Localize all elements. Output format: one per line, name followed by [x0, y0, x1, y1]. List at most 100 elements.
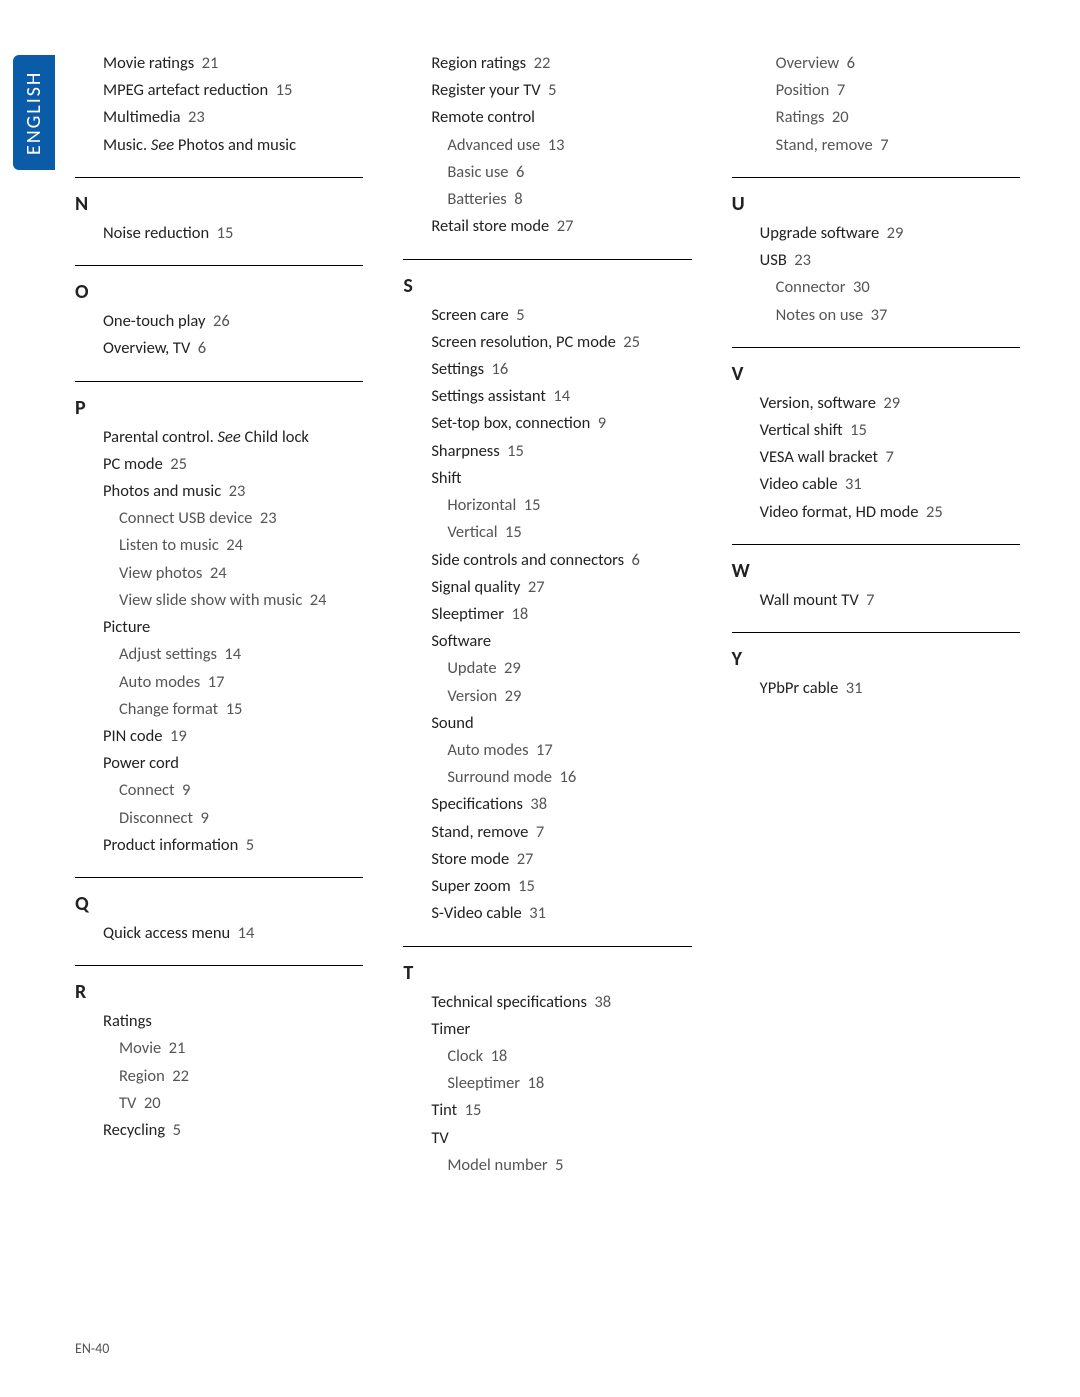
- index-subentry: Connect USB device 23: [75, 505, 363, 532]
- index-entry: Sharpness 15: [403, 438, 691, 465]
- entry-page: 31: [529, 903, 546, 923]
- section-letter: W: [732, 559, 1020, 583]
- index-entry: Version, software 29: [732, 390, 1020, 417]
- section-letter: Y: [732, 647, 1020, 671]
- index-entry: Video format, HD mode 25: [732, 499, 1020, 526]
- entry-label: Power cord: [103, 753, 179, 773]
- index-entry: USB 23: [732, 247, 1020, 274]
- entry-page: 15: [518, 876, 535, 896]
- index-column: Movie ratings 21MPEG artefact reduction …: [75, 50, 363, 1179]
- index-subentry: Update 29: [403, 655, 691, 682]
- entry-label: PC mode: [103, 454, 163, 474]
- index-entry: Noise reduction 15: [75, 220, 363, 247]
- section-letter: V: [732, 362, 1020, 386]
- index-entry: Recycling 5: [75, 1117, 363, 1144]
- entry-label: Stand, remove: [776, 135, 873, 155]
- entry-page: 23: [188, 107, 205, 127]
- index-entry: Screen resolution, PC mode 25: [403, 329, 691, 356]
- entry-page: 21: [202, 53, 219, 73]
- entry-page: 23: [260, 508, 277, 528]
- entry-page: 15: [507, 441, 524, 461]
- index-subentry: Horizontal 15: [403, 492, 691, 519]
- section-letter: O: [75, 280, 363, 304]
- entry-page: 20: [144, 1093, 161, 1113]
- section-divider: [732, 347, 1020, 348]
- entry-page: 15: [276, 80, 293, 100]
- entry-label: Region ratings: [431, 53, 526, 73]
- index-subentry: Connect 9: [75, 777, 363, 804]
- entry-page: 16: [492, 359, 509, 379]
- entry-page: 5: [246, 835, 254, 855]
- entry-page: 9: [200, 808, 208, 828]
- entry-label: Product information: [103, 835, 238, 855]
- entry-page: 24: [310, 590, 327, 610]
- index-entry: Sleeptimer 18: [403, 601, 691, 628]
- index-entry: Multimedia 23: [75, 104, 363, 131]
- index-entry: Timer: [403, 1016, 691, 1043]
- entry-label: Adjust settings: [119, 644, 217, 664]
- entry-page: 5: [173, 1120, 181, 1140]
- entry-label: Recycling: [103, 1120, 165, 1140]
- entry-label: Ratings: [103, 1011, 152, 1031]
- entry-page: 20: [832, 107, 849, 127]
- index-subentry: Clock 18: [403, 1043, 691, 1070]
- entry-label: Disconnect: [119, 808, 193, 828]
- entry-page: 15: [524, 495, 541, 515]
- entry-page: 7: [837, 80, 845, 100]
- index-columns: Movie ratings 21MPEG artefact reduction …: [75, 50, 1020, 1179]
- entry-page: 7: [536, 822, 544, 842]
- entry-label: Sound: [431, 713, 473, 733]
- entry-label: Sleeptimer: [447, 1073, 520, 1093]
- index-subentry: Advanced use 13: [403, 132, 691, 159]
- entry-label: VESA wall bracket: [760, 447, 878, 467]
- section-divider: [75, 965, 363, 966]
- entry-page: 27: [528, 577, 545, 597]
- index-subentry: Change format 15: [75, 696, 363, 723]
- entry-page: 9: [182, 780, 190, 800]
- entry-label: Register your TV: [431, 80, 540, 100]
- entry-label: Wall mount TV: [760, 590, 859, 610]
- index-entry: Vertical shift 15: [732, 417, 1020, 444]
- index-entry: Region ratings 22: [403, 50, 691, 77]
- entry-label: Model number: [447, 1155, 547, 1175]
- entry-label: Ratings: [776, 107, 825, 127]
- entry-page: 15: [850, 420, 867, 440]
- entry-page: 18: [512, 604, 529, 624]
- section-letter: P: [75, 396, 363, 420]
- entry-page: 29: [887, 223, 904, 243]
- entry-page: 29: [504, 658, 521, 678]
- entry-page: 15: [505, 522, 522, 542]
- entry-page: 14: [224, 644, 241, 664]
- section-letter: Q: [75, 892, 363, 916]
- entry-label: Change format: [119, 699, 218, 719]
- index-entry: Overview, TV 6: [75, 335, 363, 362]
- entry-label: One-touch play: [103, 311, 206, 331]
- index-entry: Picture: [75, 614, 363, 641]
- entry-page: 21: [169, 1038, 186, 1058]
- index-entry: VESA wall bracket 7: [732, 444, 1020, 471]
- entry-page: 18: [491, 1046, 508, 1066]
- section-letter: S: [403, 274, 691, 298]
- entry-page: 27: [557, 216, 574, 236]
- index-subentry: Movie 21: [75, 1035, 363, 1062]
- entry-label: Noise reduction: [103, 223, 209, 243]
- entry-page: 23: [229, 481, 246, 501]
- section-divider: [75, 265, 363, 266]
- index-subentry: Position 7: [732, 77, 1020, 104]
- entry-page: 6: [847, 53, 855, 73]
- section-letter: R: [75, 980, 363, 1004]
- entry-label: Vertical shift: [760, 420, 843, 440]
- index-entry: YPbPr cable 31: [732, 675, 1020, 702]
- entry-label: Movie ratings: [103, 53, 194, 73]
- index-entry: Photos and music 23: [75, 478, 363, 505]
- entry-label: Connect: [119, 780, 175, 800]
- index-subentry: TV 20: [75, 1090, 363, 1117]
- entry-label: Side controls and connectors: [431, 550, 624, 570]
- index-entry: Video cable 31: [732, 471, 1020, 498]
- entry-page: 25: [623, 332, 640, 352]
- entry-label: Connect USB device: [119, 508, 252, 528]
- entry-label: Batteries: [447, 189, 506, 209]
- index-subentry: Vertical 15: [403, 519, 691, 546]
- index-entry: PIN code 19: [75, 723, 363, 750]
- section-divider: [75, 177, 363, 178]
